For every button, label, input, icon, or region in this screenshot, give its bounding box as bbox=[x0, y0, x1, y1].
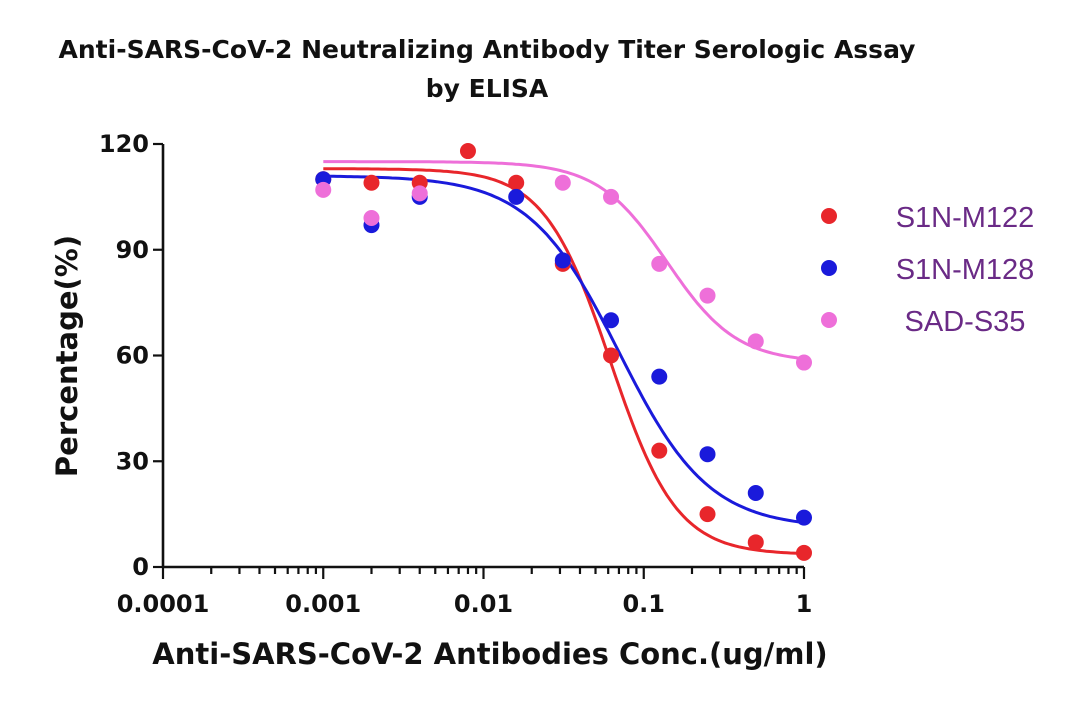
x-axis-label: Anti-SARS-CoV-2 Antibodies Conc.(ug/ml) bbox=[152, 637, 827, 671]
axes: 0 30 60 90 120 0.0001 0.001 0.01 0.1 1 bbox=[99, 130, 812, 618]
data-point bbox=[699, 287, 716, 304]
x-tick-label: 0.0001 bbox=[117, 590, 210, 618]
y-tick-label: 60 bbox=[116, 342, 149, 370]
data-point bbox=[796, 354, 812, 371]
data-point bbox=[651, 442, 668, 459]
data-point bbox=[796, 544, 812, 561]
data-point bbox=[508, 188, 525, 205]
fit-curve bbox=[323, 174, 805, 525]
data-point bbox=[796, 509, 812, 526]
data-point bbox=[554, 174, 571, 191]
y-tick-label: 30 bbox=[116, 447, 149, 475]
y-tick-label: 0 bbox=[132, 553, 149, 581]
legend-label: SAD-S35 bbox=[905, 306, 1026, 338]
x-tick-label: 0.01 bbox=[454, 590, 513, 618]
y-ticks: 0 30 60 90 120 bbox=[99, 130, 163, 581]
data-point bbox=[363, 174, 380, 191]
data-point bbox=[651, 255, 668, 272]
fit-curves bbox=[323, 160, 805, 555]
y-tick-label: 90 bbox=[116, 236, 149, 264]
legend-label: S1N-M122 bbox=[896, 202, 1035, 234]
data-point bbox=[411, 185, 428, 202]
y-axis-label: Percentage(%) bbox=[50, 235, 84, 477]
data-point bbox=[747, 484, 764, 501]
legend: S1N-M122 S1N-M128 SAD-S35 bbox=[821, 202, 1034, 338]
data-point bbox=[699, 506, 716, 523]
x-tick-label: 0.001 bbox=[285, 590, 361, 618]
legend-label: S1N-M128 bbox=[896, 254, 1035, 286]
data-point bbox=[363, 210, 380, 227]
fit-curve bbox=[323, 167, 805, 555]
data-point bbox=[747, 333, 764, 350]
y-tick-label: 120 bbox=[99, 130, 149, 158]
data-point bbox=[603, 188, 620, 205]
data-points bbox=[315, 143, 812, 561]
fit-curve bbox=[323, 160, 805, 361]
data-point bbox=[603, 347, 620, 364]
legend-marker bbox=[821, 312, 837, 328]
data-point bbox=[459, 143, 476, 160]
data-point bbox=[747, 534, 764, 551]
x-ticks: 0.0001 0.001 0.01 0.1 1 bbox=[117, 567, 813, 618]
legend-marker bbox=[821, 260, 837, 276]
chart-title: Anti-SARS-CoV-2 Neutralizing Antibody Ti… bbox=[59, 35, 916, 64]
legend-marker bbox=[821, 208, 837, 224]
data-point bbox=[315, 181, 332, 198]
data-point bbox=[699, 446, 716, 463]
x-tick-label: 0.1 bbox=[622, 590, 665, 618]
data-point bbox=[603, 312, 620, 329]
data-point bbox=[508, 174, 525, 191]
x-tick-label: 1 bbox=[796, 590, 813, 618]
data-point bbox=[651, 368, 668, 385]
data-point bbox=[554, 252, 571, 269]
chart-subtitle: by ELISA bbox=[426, 74, 549, 103]
